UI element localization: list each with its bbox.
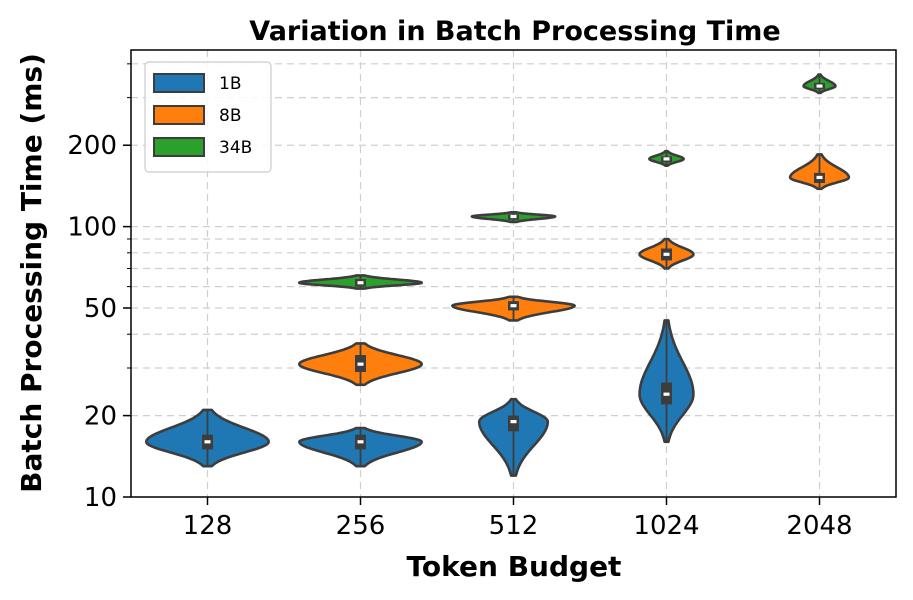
legend-label-1B: 1B — [219, 74, 241, 94]
y-tick-label: 100 — [67, 213, 117, 243]
violin-median-marker — [204, 440, 211, 444]
violin-median-marker — [510, 420, 517, 424]
x-tick-label: 256 — [336, 511, 386, 541]
x-tick-label: 128 — [183, 511, 233, 541]
violin-median-marker — [816, 175, 823, 180]
violins — [145, 73, 851, 477]
x-tick-label: 1024 — [633, 511, 699, 541]
violin-median-marker — [510, 214, 517, 219]
legend-swatch-34B — [153, 137, 205, 157]
legend: 1B 8B 34B — [144, 61, 272, 173]
y-axis-label: Batch Processing Time (ms) — [15, 53, 48, 493]
x-tick-label: 512 — [489, 511, 539, 541]
y-tick-label: 50 — [84, 294, 117, 324]
legend-swatch-8B — [153, 105, 205, 125]
y-tick-label: 20 — [84, 402, 117, 432]
violin-median-marker — [357, 281, 364, 285]
violin-median-marker — [663, 252, 670, 256]
legend-swatch-1B — [153, 73, 205, 93]
y-tick-label: 200 — [67, 131, 117, 161]
x-tick-label: 2048 — [786, 511, 852, 541]
violin-median-marker — [510, 304, 517, 308]
y-tick-label: 10 — [84, 483, 117, 513]
violin-median-marker — [663, 392, 670, 396]
legend-label-8B: 8B — [219, 106, 241, 126]
chart-title: Variation in Batch Processing Time — [249, 16, 780, 47]
violin-median-marker — [663, 157, 670, 161]
ticks: 10 20 50 100 200 128 256 512 1024 2048 — [67, 63, 853, 541]
violin-median-marker — [816, 84, 823, 88]
violin-median-marker — [357, 362, 364, 366]
x-axis-label: Token Budget — [407, 550, 622, 583]
violin-median-marker — [357, 440, 364, 444]
violin-iqr-box — [508, 415, 519, 432]
legend-label-34B: 34B — [219, 138, 252, 158]
